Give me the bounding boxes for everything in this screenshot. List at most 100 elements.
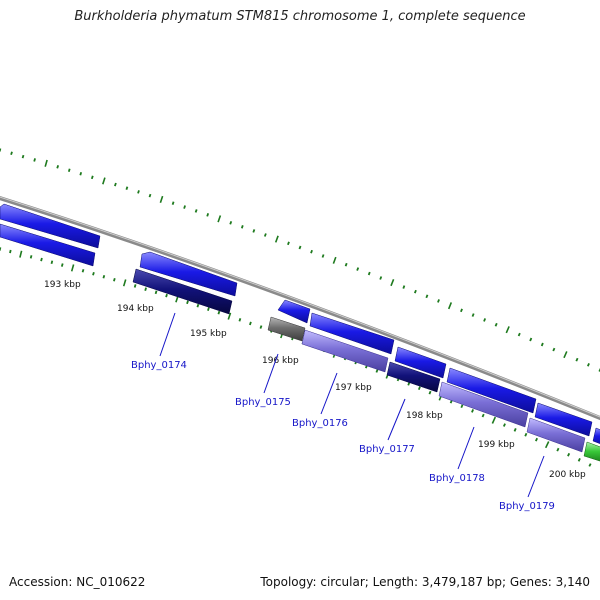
outer-tick-track [0, 148, 600, 372]
major-tick [159, 195, 164, 203]
minor-tick [249, 321, 252, 326]
gene-label-leader [320, 372, 338, 415]
minor-tick [144, 287, 147, 291]
gene-label-leader [263, 353, 279, 394]
minor-tick [517, 332, 521, 337]
minor-tick [321, 254, 325, 258]
kbp-label: 195 kbp [190, 329, 227, 339]
gene-arrow-forward[interactable] [277, 299, 311, 324]
minor-tick [483, 318, 487, 322]
minor-tick [524, 432, 528, 437]
minor-tick [437, 299, 440, 303]
minor-tick [575, 357, 579, 362]
major-tick [19, 250, 23, 258]
minor-tick [379, 276, 383, 280]
minor-tick [540, 342, 544, 347]
minor-tick [588, 463, 592, 467]
minor-tick [367, 271, 371, 276]
gene-arrow-forward[interactable] [592, 427, 600, 446]
minor-tick [356, 267, 360, 271]
minor-tick [165, 293, 168, 298]
minor-tick [460, 404, 464, 409]
minor-tick [229, 220, 233, 225]
gene-label-bphy-0177[interactable]: Bphy_0177 [359, 444, 415, 455]
minor-tick [29, 255, 33, 259]
gene-arrow-forward[interactable] [534, 402, 593, 437]
minor-tick [402, 285, 406, 289]
gene-arrow-reverse[interactable] [267, 316, 306, 342]
accession-label: Accession: NC_010622 [9, 575, 146, 589]
gene-arrow-reverse[interactable] [583, 441, 600, 463]
gene-arrow-reverse[interactable] [0, 223, 96, 267]
gene-arrow-reverse[interactable] [438, 381, 529, 428]
gene-arrow-reverse[interactable] [386, 361, 441, 393]
gene-arrow-forward[interactable] [394, 346, 447, 379]
major-tick [274, 235, 279, 243]
gene-label-leader [387, 398, 406, 441]
gene-label-bphy-0178[interactable]: Bphy_0178 [429, 473, 485, 484]
minor-tick [148, 193, 152, 198]
minor-tick [90, 175, 94, 180]
kbp-label: 200 kbp [549, 470, 586, 480]
minor-tick [513, 428, 517, 432]
minor-tick [471, 409, 475, 413]
minor-tick [375, 369, 379, 373]
gene-arrow-reverse[interactable] [301, 329, 389, 373]
minor-tick [240, 225, 244, 229]
minor-tick [40, 257, 43, 262]
minor-tick [196, 303, 200, 308]
minor-tick [586, 363, 590, 367]
gene-label-bphy-0175[interactable]: Bphy_0175 [235, 397, 291, 408]
minor-tick [171, 201, 175, 205]
minor-tick [206, 213, 210, 217]
major-tick [217, 215, 222, 223]
gene-label-bphy-0176[interactable]: Bphy_0176 [292, 418, 348, 429]
minor-tick [238, 318, 242, 322]
gene-arrow-reverse[interactable] [526, 417, 586, 453]
minor-tick [552, 347, 556, 352]
gene-arrow-forward[interactable] [309, 312, 395, 355]
major-tick [563, 351, 568, 359]
chromosome-backbone-highlight [0, 196, 600, 418]
sequence-summary: Topology: circular; Length: 3,479,187 bp… [260, 575, 590, 589]
gene-label-bphy-0174[interactable]: Bphy_0174 [131, 360, 187, 371]
minor-tick [344, 262, 348, 267]
gene-arrow-forward[interactable] [139, 251, 238, 297]
minor-tick [67, 168, 71, 173]
gene-arrow-forward[interactable] [0, 203, 101, 249]
gene-label-leader [527, 455, 545, 498]
kbp-label: 194 kbp [117, 304, 154, 314]
minor-tick [81, 269, 85, 273]
minor-tick [577, 458, 581, 462]
minor-tick [263, 233, 267, 237]
gene-label-bphy-0179[interactable]: Bphy_0179 [499, 501, 555, 512]
minor-tick [494, 322, 498, 327]
gene-arrow-forward[interactable] [446, 367, 537, 414]
major-tick [227, 312, 232, 320]
major-tick [102, 177, 106, 185]
minor-tick [298, 245, 302, 250]
major-tick [332, 256, 337, 264]
gene-label-leader [159, 312, 176, 357]
minor-tick [125, 186, 129, 190]
minor-tick [9, 249, 12, 254]
major-tick [70, 264, 75, 272]
minor-tick [92, 271, 95, 276]
kbp-label: 193 kbp [44, 280, 81, 290]
minor-tick [259, 325, 263, 329]
minor-tick [183, 205, 186, 209]
minor-tick [79, 172, 83, 176]
minor-tick [50, 260, 54, 265]
gene-arrow-reverse[interactable] [132, 268, 233, 315]
minor-tick [217, 310, 221, 315]
minor-tick [33, 158, 36, 162]
major-tick [544, 441, 550, 449]
major-tick [390, 279, 395, 287]
minor-tick [428, 390, 432, 395]
minor-tick [413, 289, 417, 294]
minor-tick [534, 437, 539, 442]
minor-tick [471, 313, 475, 317]
minor-tick [481, 413, 485, 418]
